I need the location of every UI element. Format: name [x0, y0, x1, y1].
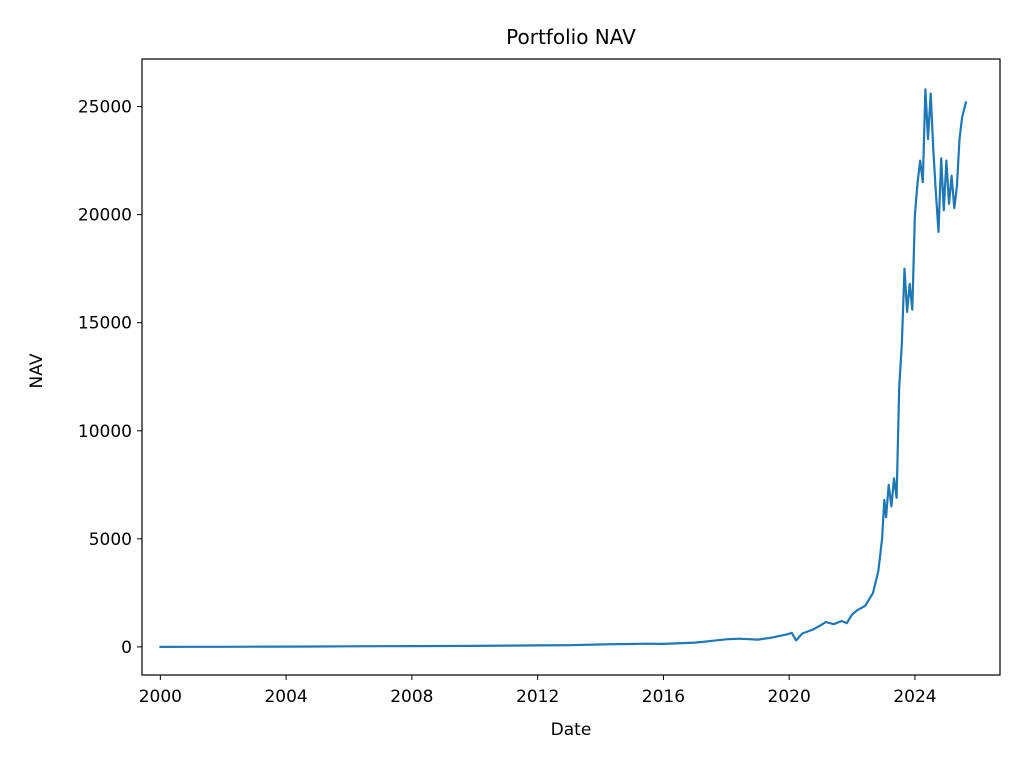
y-tick-label: 10000 [78, 422, 132, 442]
x-tick-label: 2008 [390, 687, 433, 707]
x-tick-label: 2016 [642, 687, 685, 707]
y-tick-label: 15000 [78, 314, 132, 334]
plot-area: 2000 2004 2008 2012 2016 2020 2024 0 5000 10000 15… [78, 58, 1001, 707]
x-tick-label: 2020 [768, 687, 811, 707]
y-tick-label: 25000 [78, 98, 132, 118]
x-axis-label: Date [551, 720, 592, 740]
y-axis-label: NAV [27, 353, 47, 388]
chart-title: Portfolio NAV [506, 25, 636, 49]
y-tick-label: 5000 [89, 530, 132, 550]
y-tick-label: 20000 [78, 206, 132, 226]
x-tick-label: 2024 [893, 687, 936, 707]
plot-frame [141, 58, 1001, 676]
x-tick-label: 2000 [139, 687, 182, 707]
x-tick-label: 2012 [516, 687, 559, 707]
y-tick-label: 0 [121, 638, 132, 658]
x-tick-label: 2004 [264, 687, 307, 707]
series-line-0 [159, 88, 968, 649]
